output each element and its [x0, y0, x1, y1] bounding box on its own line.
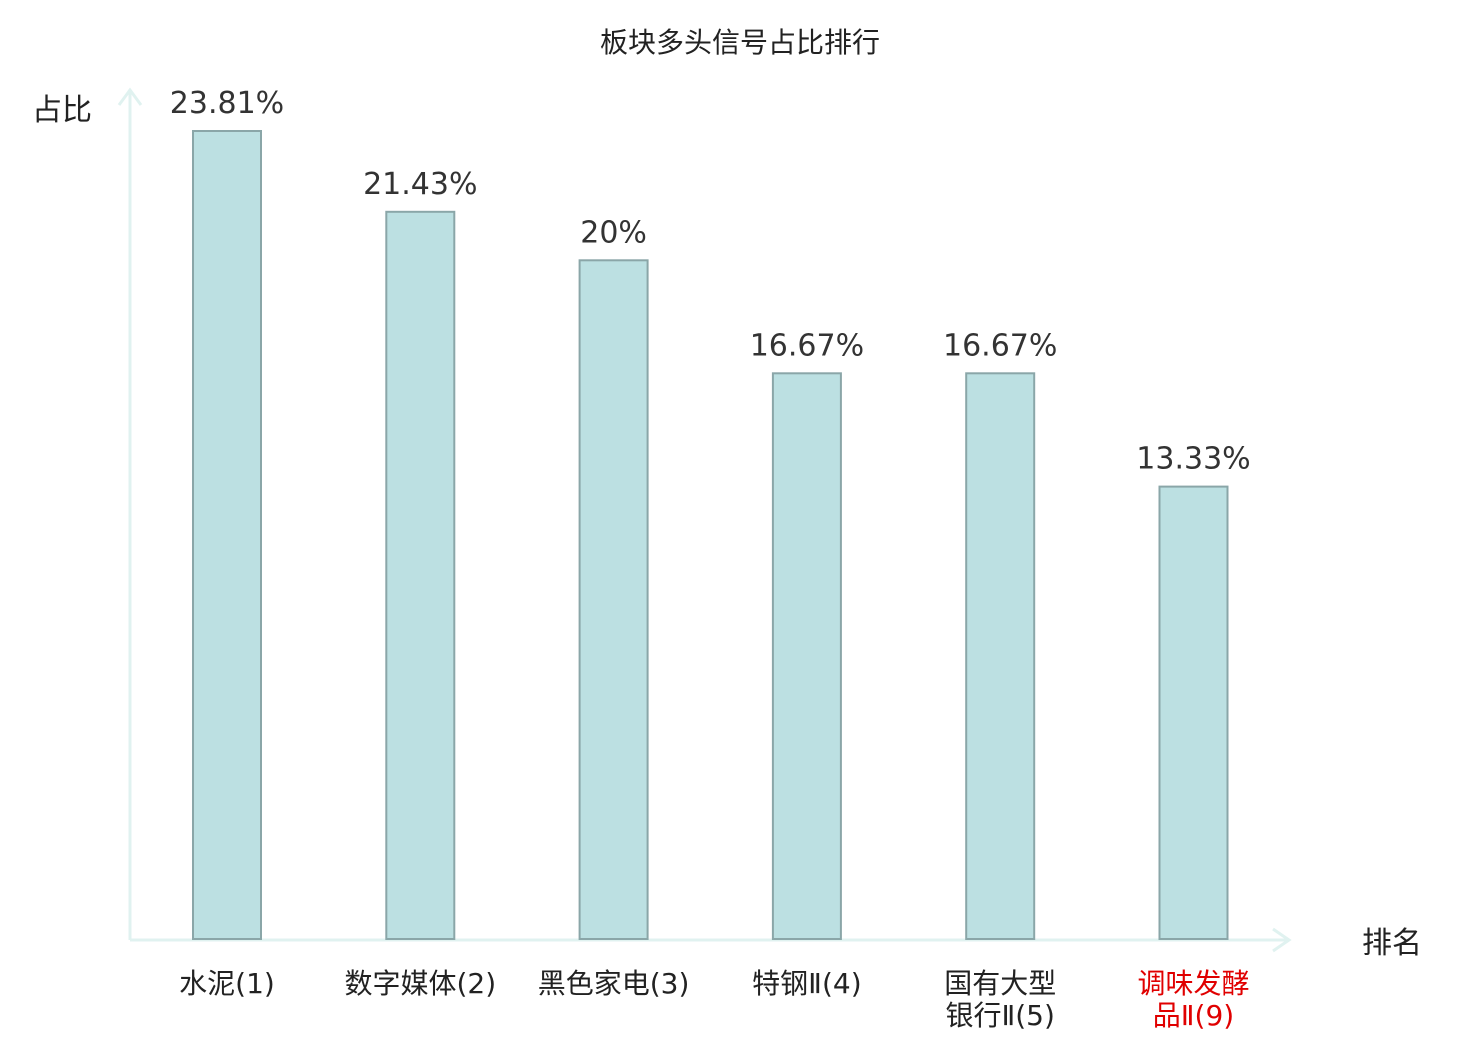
category-label-2: 数字媒体(2) [344, 967, 496, 1000]
value-label-5: 16.67% [943, 328, 1057, 363]
category-label-line: 银行Ⅱ(5) [945, 999, 1054, 1032]
value-label-4: 16.67% [750, 328, 864, 363]
bar-5 [965, 372, 1036, 940]
x-axis-title: 排名 [1362, 926, 1422, 961]
value-label-6: 13.33% [1136, 442, 1250, 477]
category-labels-group: 水泥(1) 数字媒体(2) 黑色家电(3) 特钢Ⅱ(4) 国有大型银行Ⅱ(5) 调味发酵品… [179, 967, 1249, 1032]
axes [117, 87, 1292, 953]
bar-1 [192, 130, 262, 940]
category-label-line: 品Ⅱ(9) [1153, 999, 1234, 1032]
category-label-line: 特钢Ⅱ(4) [752, 967, 861, 1000]
category-label-4: 特钢Ⅱ(4) [752, 967, 861, 1000]
bar-2 [385, 210, 456, 941]
bar-6 [1158, 485, 1229, 940]
value-label-2: 21.43% [363, 167, 477, 202]
bars-group [192, 130, 1229, 941]
category-label-line: 调味发酵 [1137, 967, 1249, 1000]
y-axis-arrow [117, 87, 143, 106]
bar-3 [578, 259, 649, 940]
category-label-6: 调味发酵品Ⅱ(9) [1137, 967, 1249, 1032]
category-label-line: 国有大型 [944, 967, 1056, 1000]
category-label-line: 数字媒体(2) [344, 967, 496, 1000]
category-label-1: 水泥(1) [179, 967, 275, 1000]
category-label-5: 国有大型银行Ⅱ(5) [944, 967, 1056, 1032]
y-axis-title: 占比 [32, 93, 92, 128]
category-label-line: 黑色家电(3) [538, 967, 690, 1000]
x-axis-arrow [1272, 927, 1292, 953]
value-label-3: 20% [580, 215, 647, 250]
chart-title: 板块多头信号占比排行 [600, 26, 880, 59]
category-label-3: 黑色家电(3) [538, 967, 690, 1000]
value-label-1: 23.81% [170, 86, 284, 121]
category-label-line: 水泥(1) [179, 967, 275, 1000]
value-labels-group: 23.81% 21.43% 20% 16.67% 16.67% 13.33% [170, 86, 1251, 477]
bar-4 [771, 372, 842, 940]
